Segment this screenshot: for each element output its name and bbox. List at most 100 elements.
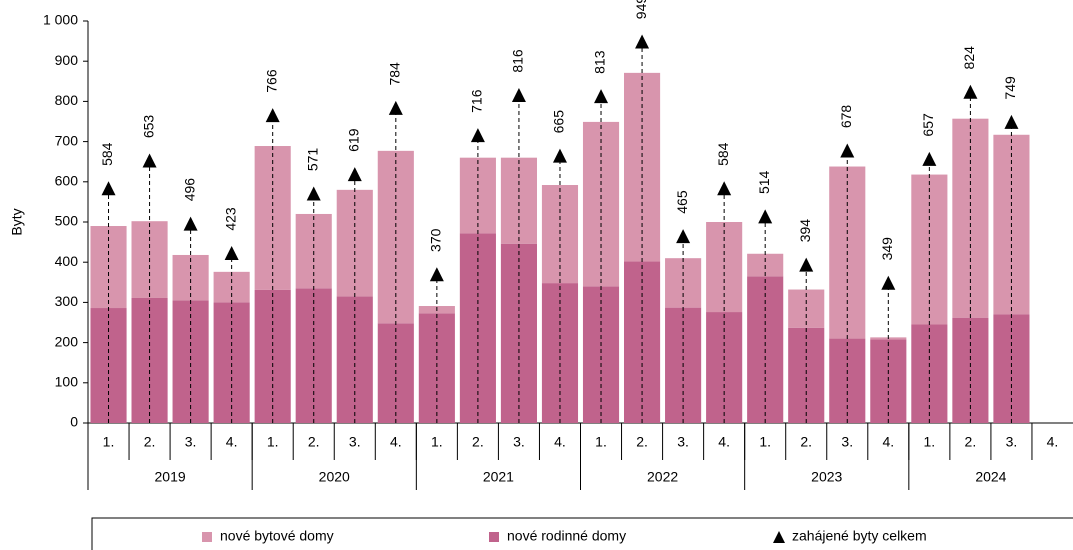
y-tick-label: 300 xyxy=(55,293,79,309)
triangle-marker xyxy=(676,229,691,244)
x-tick-label: 4. xyxy=(1047,434,1059,450)
y-tick-label: 700 xyxy=(55,132,79,148)
bar-segment xyxy=(172,254,209,301)
triangle-marker xyxy=(963,84,978,99)
triangle-marker xyxy=(470,128,485,143)
x-tick-label: 1. xyxy=(267,434,279,450)
data-label: 824 xyxy=(961,46,977,70)
bar-segment xyxy=(911,174,948,325)
x-tick-label: 4. xyxy=(882,434,894,450)
x-tick-label: 3. xyxy=(185,434,197,450)
group-label: 2024 xyxy=(975,469,1006,485)
x-tick-label: 1. xyxy=(103,434,115,450)
legend-box xyxy=(91,517,1073,550)
data-label: 949 xyxy=(633,0,649,19)
data-label: 749 xyxy=(1002,76,1018,100)
legend-label: nové rodinné domy xyxy=(507,528,626,544)
legend-swatch xyxy=(489,532,499,542)
y-tick-label: 100 xyxy=(55,374,79,390)
x-tick-label: 3. xyxy=(841,434,853,450)
y-tick-label: 1 000 xyxy=(43,12,78,28)
x-tick-label: 1. xyxy=(759,434,771,450)
bar-segment xyxy=(870,339,907,423)
data-label: 665 xyxy=(551,110,567,134)
y-tick-label: 200 xyxy=(55,333,79,349)
x-tick-label: 2. xyxy=(800,434,812,450)
triangle-marker xyxy=(799,257,814,272)
bar-segment xyxy=(213,302,250,423)
y-tick-label: 600 xyxy=(55,173,79,189)
data-label: 584 xyxy=(715,142,731,166)
group-label: 2020 xyxy=(319,469,350,485)
triangle-marker xyxy=(429,267,444,282)
group-label: 2021 xyxy=(483,469,514,485)
data-label: 813 xyxy=(592,50,608,74)
triangle-marker xyxy=(388,100,403,115)
bar-segment xyxy=(993,314,1030,423)
x-tick-label: 2. xyxy=(308,434,320,450)
x-tick-label: 4. xyxy=(554,434,566,450)
legend-label: nové bytové domy xyxy=(220,528,334,544)
triangle-marker xyxy=(224,245,239,260)
y-tick-label: 800 xyxy=(55,92,79,108)
triangle-marker xyxy=(347,167,362,182)
bar-segment xyxy=(500,243,537,423)
bar-segment xyxy=(541,283,579,423)
triangle-marker xyxy=(717,181,732,196)
y-tick-label: 0 xyxy=(70,414,78,430)
data-label: 619 xyxy=(345,128,361,152)
group-label: 2023 xyxy=(811,469,842,485)
y-tick-label: 500 xyxy=(55,213,79,229)
legend-marker xyxy=(773,531,785,543)
data-label: 716 xyxy=(469,89,485,113)
x-tick-label: 3. xyxy=(677,434,689,450)
data-label: 766 xyxy=(263,69,279,93)
legend-swatch xyxy=(202,532,212,542)
group-label: 2019 xyxy=(155,469,186,485)
data-label: 423 xyxy=(222,207,238,231)
triangle-marker xyxy=(101,181,116,196)
bar-segment xyxy=(336,189,373,297)
x-tick-label: 3. xyxy=(1006,434,1018,450)
x-tick-label: 2. xyxy=(636,434,648,450)
bar-segment xyxy=(500,157,537,244)
y-axis-label: Byty xyxy=(9,208,25,235)
x-tick-label: 2. xyxy=(144,434,156,450)
x-tick-label: 1. xyxy=(924,434,936,450)
data-label: 496 xyxy=(181,178,197,202)
x-tick-label: 2. xyxy=(472,434,484,450)
y-tick-label: 900 xyxy=(55,52,79,68)
group-label: 2022 xyxy=(647,469,678,485)
x-tick-label: 3. xyxy=(349,434,361,450)
triangle-marker xyxy=(1004,114,1019,129)
data-label: 678 xyxy=(838,105,854,129)
x-tick-label: 1. xyxy=(595,434,607,450)
data-label: 784 xyxy=(387,62,403,86)
triangle-marker xyxy=(511,87,526,102)
triangle-marker xyxy=(881,275,896,290)
x-tick-label: 4. xyxy=(390,434,402,450)
triangle-marker xyxy=(594,89,609,104)
triangle-marker xyxy=(840,143,855,158)
triangle-marker xyxy=(306,186,321,201)
x-tick-label: 4. xyxy=(718,434,730,450)
triangle-marker xyxy=(142,153,157,168)
x-tick-label: 1. xyxy=(431,434,443,450)
triangle-marker xyxy=(758,209,773,224)
triangle-marker xyxy=(183,216,198,231)
data-label: 514 xyxy=(756,170,772,194)
x-tick-label: 2. xyxy=(965,434,977,450)
bar-segment xyxy=(582,286,620,423)
data-label: 370 xyxy=(428,228,444,252)
data-label: 394 xyxy=(797,219,813,243)
data-label: 816 xyxy=(510,49,526,73)
triangle-marker xyxy=(552,148,567,163)
x-tick-label: 3. xyxy=(513,434,525,450)
y-tick-label: 400 xyxy=(55,253,79,269)
data-label: 584 xyxy=(99,142,115,166)
triangle-marker xyxy=(265,108,280,123)
data-label: 653 xyxy=(140,115,156,139)
triangle-marker xyxy=(635,34,650,49)
data-label: 657 xyxy=(920,113,936,137)
